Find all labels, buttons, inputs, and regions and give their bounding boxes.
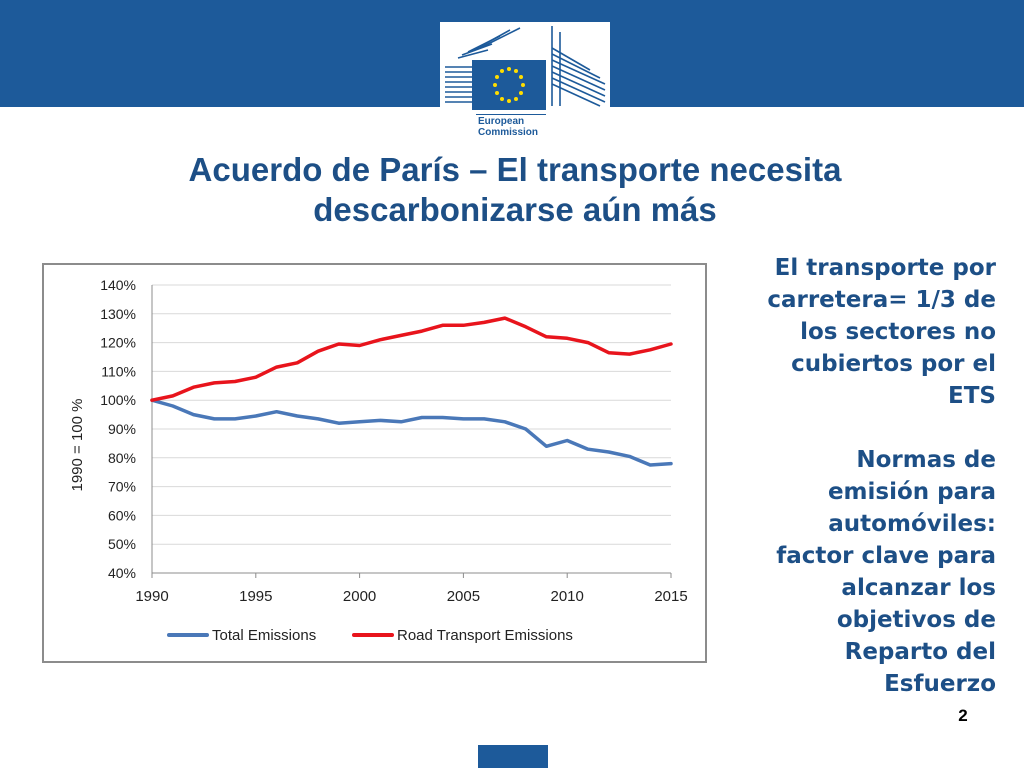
x-tick-label: 1995 — [239, 588, 272, 605]
y-tick-label: 50% — [108, 536, 136, 552]
side-text-block-1: El transporte por carretera= 1/3 de los se… — [706, 252, 996, 412]
y-tick-label: 120% — [100, 335, 136, 351]
x-tick-label: 2005 — [447, 588, 480, 605]
slide-title-line-2: descarbonizarse aún más — [313, 191, 717, 228]
legend-label: Road Transport Emissions — [397, 627, 573, 644]
side-text-1-line: los sectores no — [800, 319, 996, 345]
y-axis-label: 1990 = 100 % — [69, 399, 86, 492]
x-tick-label: 1990 — [135, 588, 168, 605]
y-tick-label: 130% — [100, 306, 136, 322]
side-text-2-line: alcanzar los — [841, 575, 996, 601]
y-tick-label: 140% — [100, 277, 136, 293]
side-text-2-line: automóviles: — [828, 511, 996, 537]
legend-label: Total Emissions — [212, 627, 316, 644]
side-text-2-line: Esfuerzo — [884, 671, 996, 697]
y-tick-label: 40% — [108, 565, 136, 581]
slide-title: Acuerdo de París – El transporte necesit… — [100, 150, 930, 230]
y-tick-label: 110% — [101, 363, 136, 379]
side-text-2-line: emisión para — [827, 479, 996, 505]
emissions-chart-svg: 40% 50% 60% 70% 80% 90% 100% 110% 120% 130% 140% 19… — [69, 277, 688, 644]
x-tick-label: 2010 — [551, 588, 584, 605]
side-text-1-line: El transporte por — [774, 255, 996, 281]
slide-title-line-1: Acuerdo de París – El transporte necesit… — [188, 151, 842, 188]
side-text-2-line: Reparto del — [844, 639, 996, 665]
x-tick-label: 2015 — [654, 588, 687, 605]
side-text-block-2: Normas de emisión para automóviles: factor … — [706, 444, 996, 700]
side-text: El transporte por carretera= 1/3 de los se… — [706, 252, 996, 700]
side-text-2-line: factor clave para — [776, 543, 996, 569]
logo-text-european: European — [478, 116, 525, 127]
y-tick-label: 90% — [108, 421, 136, 437]
eu-stars-icon — [493, 67, 525, 103]
y-tick-label: 70% — [108, 479, 136, 495]
side-text-2-line: Normas de — [856, 447, 996, 473]
y-tick-label: 100% — [100, 392, 136, 408]
side-text-1-line: cubiertos por el — [791, 351, 996, 377]
series-line-total-emissions — [150, 398, 673, 467]
footer-flag — [478, 745, 548, 768]
x-tick-label: 2000 — [343, 588, 376, 605]
y-tick-label: 80% — [108, 450, 136, 466]
side-text-1-line: ETS — [948, 383, 996, 409]
side-text-1-line: carretera= 1/3 de — [767, 287, 996, 313]
logo-text-commission: Commission — [478, 127, 539, 138]
emissions-chart: 40% 50% 60% 70% 80% 90% 100% 110% 120% 130% 140% 19… — [42, 263, 707, 663]
y-tick-label: 60% — [108, 507, 136, 523]
european-commission-logo: European Commission — [440, 22, 610, 144]
series-line-road-transport-emissions — [150, 316, 673, 402]
commission-building-icon — [445, 26, 606, 115]
side-text-2-line: objetivos de — [836, 607, 996, 633]
page-number: 2 — [958, 706, 968, 725]
